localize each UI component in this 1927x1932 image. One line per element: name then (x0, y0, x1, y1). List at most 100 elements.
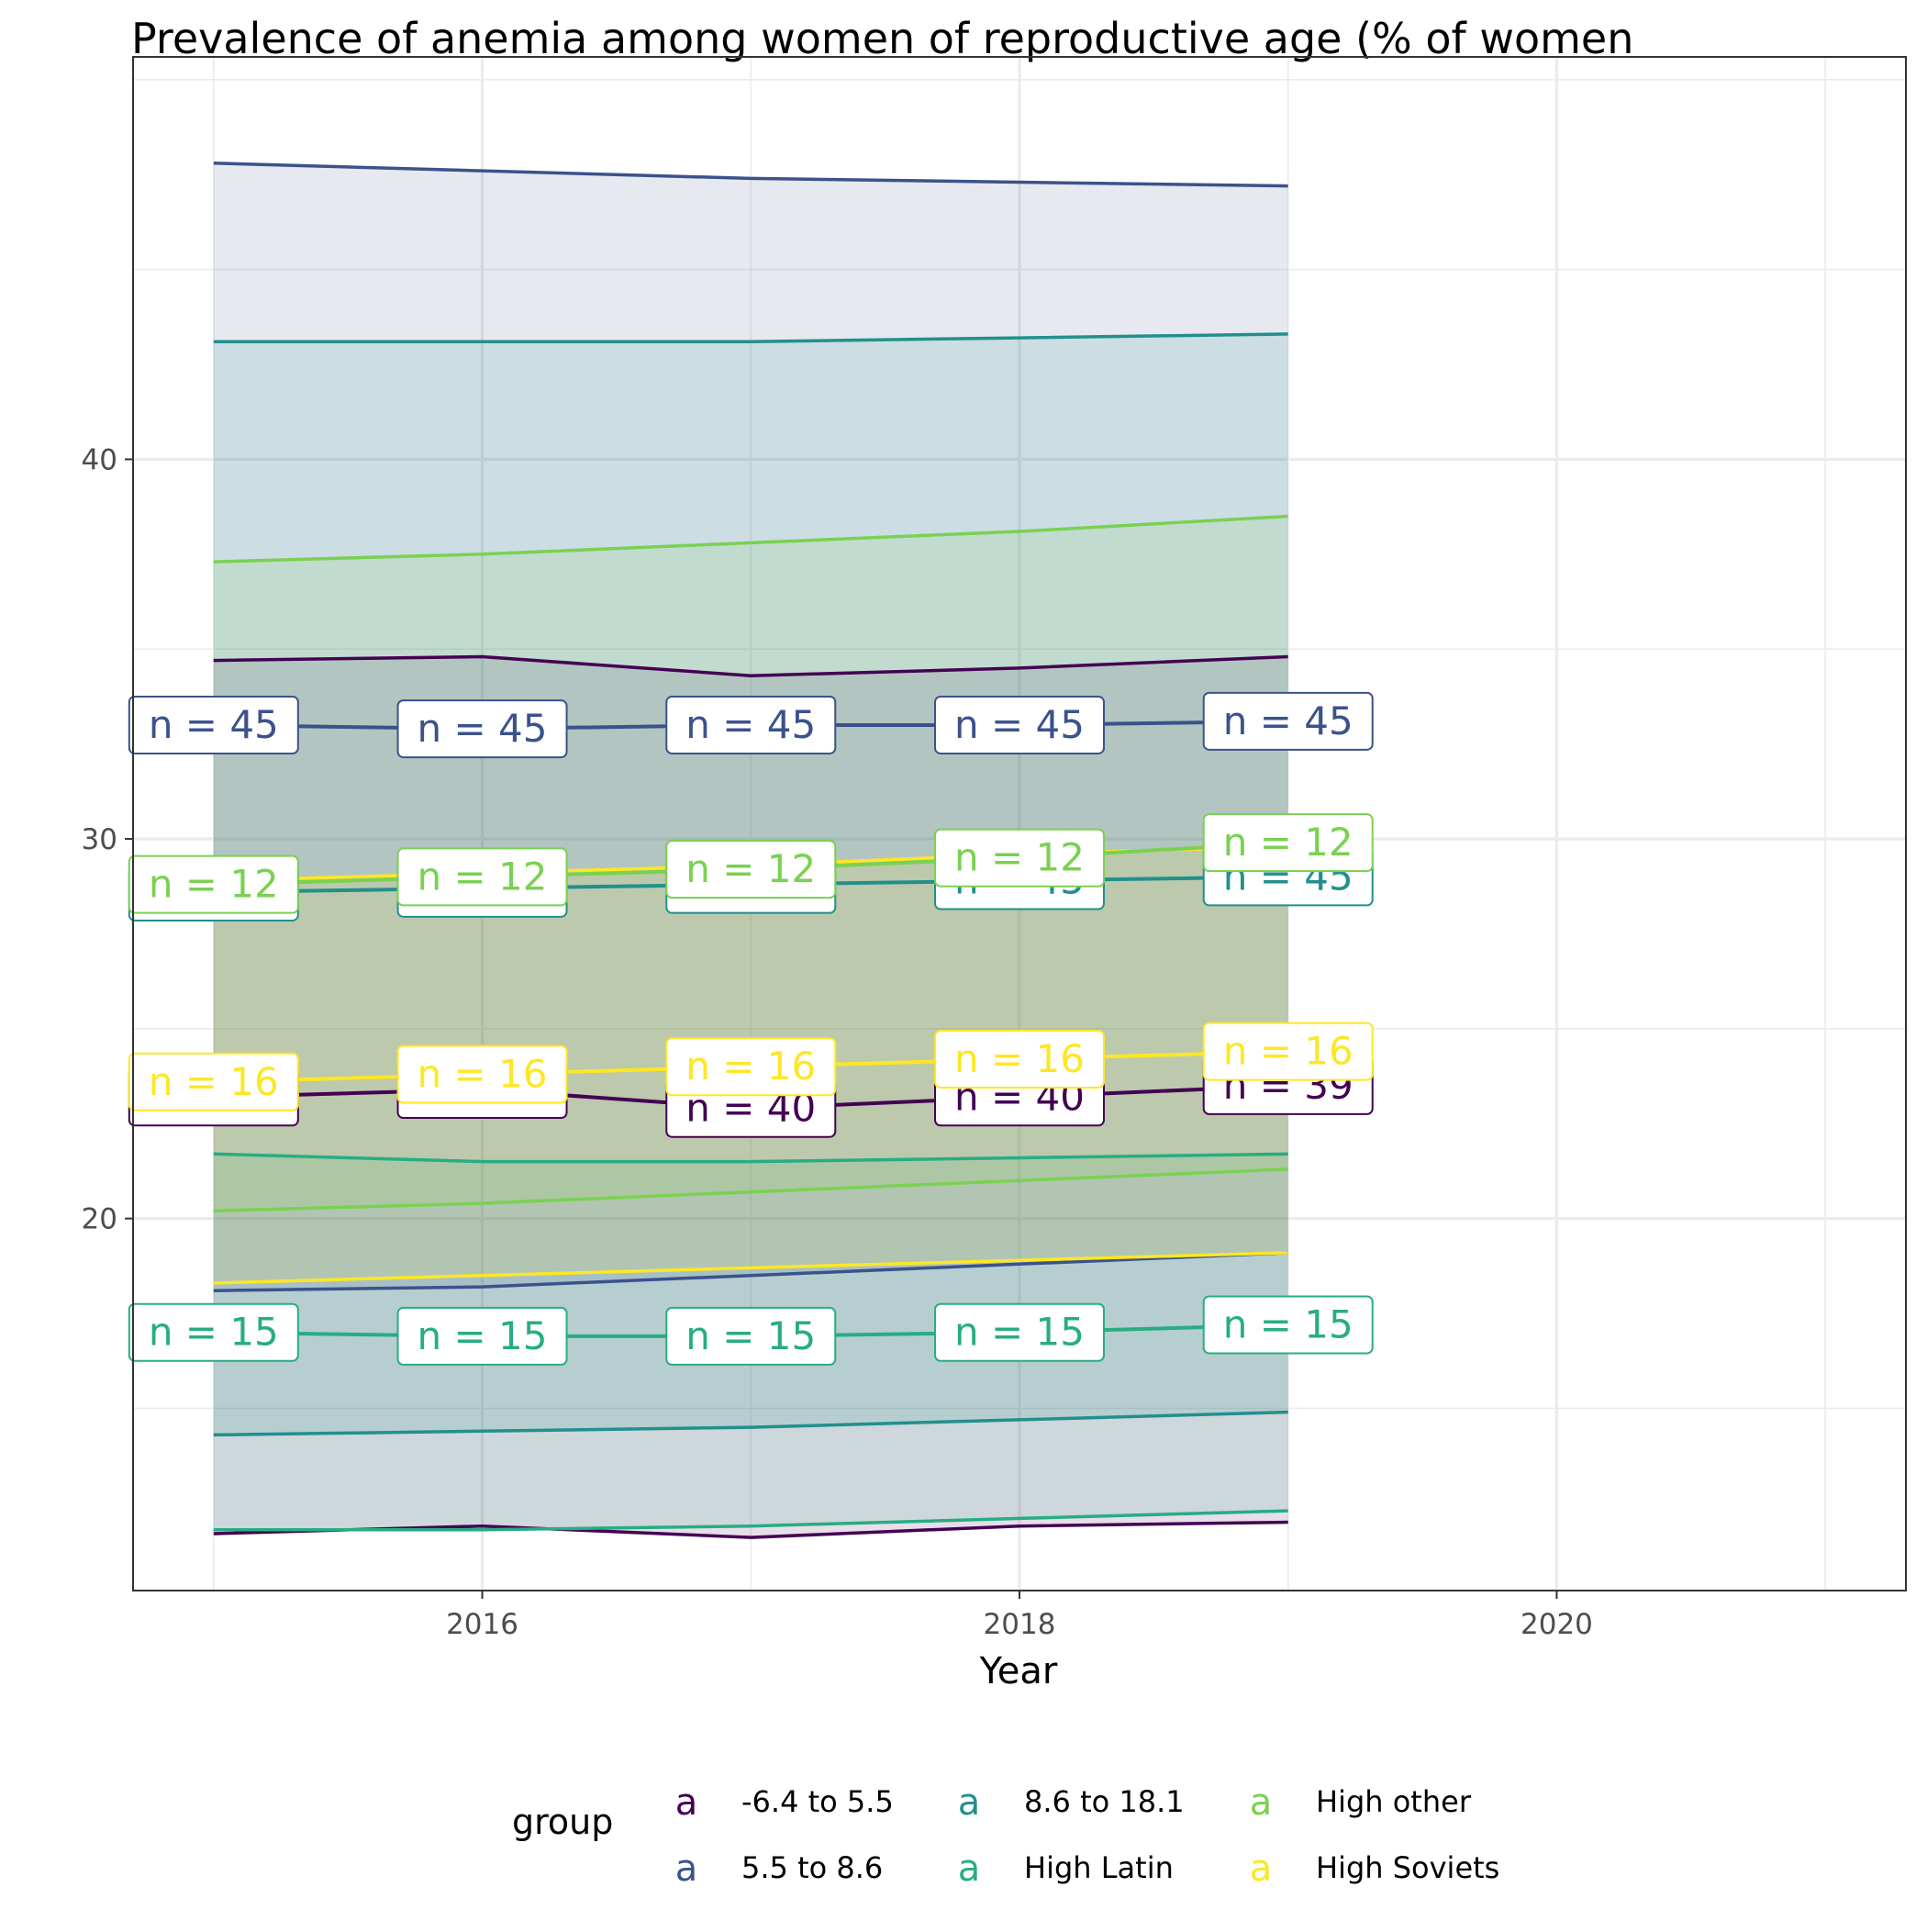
data-label-box (396, 1306, 568, 1366)
plot-panel: n = 40n = 40n = 40n = 40n = 39n = 45n = … (82, 56, 1907, 1641)
lower-bound-line (213, 1410, 1288, 1437)
lower-bound-line (213, 1509, 1288, 1532)
data-label: n = 15 (1202, 1295, 1374, 1355)
legend-title: group (512, 1802, 613, 1842)
data-label-text: n = 16 (1223, 1029, 1353, 1074)
data-label: n = 12 (128, 854, 299, 914)
data-label-text: n = 16 (954, 1036, 1085, 1081)
legend-item: a -6.4 to 5.5 (675, 1781, 894, 1824)
lower-bound-line (213, 1167, 1288, 1213)
data-label: n = 45 (934, 695, 1105, 754)
legend-item: a High Soviets (1250, 1848, 1500, 1890)
data-label-text: n = 12 (954, 835, 1085, 880)
data-label-text: n = 45 (149, 702, 279, 747)
data-label-box (934, 1302, 1105, 1362)
legend-key: a (958, 1781, 981, 1824)
upper-bound-line (213, 514, 1288, 564)
legend-key: a (675, 1781, 698, 1824)
data-label-box (128, 1302, 299, 1362)
legend-item: a High Latin (958, 1848, 1174, 1890)
legend-label: 5.5 to 8.6 (741, 1850, 883, 1885)
legend-key: a (675, 1848, 698, 1890)
data-label: n = 45 (665, 695, 837, 754)
legend-label: -6.4 to 5.5 (741, 1784, 894, 1819)
data-label: n = 16 (934, 1029, 1105, 1089)
data-label-text: n = 45 (685, 702, 816, 747)
x-tick-label: 2016 (446, 1608, 518, 1641)
data-label: n = 45 (1202, 691, 1374, 751)
data-label-box (1202, 1022, 1374, 1081)
data-label-box (1202, 1295, 1374, 1355)
lower-bound-line (213, 1251, 1288, 1285)
data-label: n = 12 (665, 840, 837, 899)
data-label-box (934, 828, 1105, 888)
data-label: n = 16 (1202, 1022, 1374, 1081)
data-label-text: n = 16 (418, 1051, 548, 1096)
legend-key: a (1250, 1848, 1273, 1890)
legend-key: a (958, 1848, 981, 1890)
x-axis-title: Year (979, 1650, 1058, 1692)
data-label: n = 12 (396, 847, 568, 907)
data-label-box (128, 695, 299, 754)
data-label-text: n = 15 (954, 1310, 1085, 1355)
data-label-box (934, 1029, 1105, 1089)
data-label-text: n = 45 (1223, 698, 1353, 743)
data-label-box (396, 1044, 568, 1104)
y-tick-label: 20 (82, 1203, 117, 1236)
legend: group a -6.4 to 5.5 a 5.5 to 8.6 a 8.6 to 18.… (512, 1781, 1499, 1890)
data-label: n = 16 (396, 1044, 568, 1104)
upper-bound-line (213, 654, 1288, 677)
data-label: n = 12 (934, 828, 1105, 888)
data-label-box (128, 854, 299, 914)
data-label-box (1202, 813, 1374, 873)
data-label-box (665, 1037, 837, 1097)
upper-bound-line (213, 332, 1288, 343)
data-label: n = 45 (128, 695, 299, 754)
data-label: n = 15 (934, 1302, 1105, 1362)
data-label-box (1202, 691, 1374, 751)
data-label-box (665, 695, 837, 754)
legend-label: High other (1316, 1784, 1472, 1819)
data-label-text: n = 12 (418, 854, 548, 899)
data-label-box (665, 840, 837, 899)
legend-label: High Soviets (1316, 1850, 1499, 1885)
data-label: n = 12 (1202, 813, 1374, 873)
data-label-text: n = 12 (685, 846, 816, 891)
data-label: n = 16 (128, 1052, 299, 1111)
legend-item: a 5.5 to 8.6 (675, 1848, 884, 1890)
x-tick-label: 2018 (984, 1608, 1056, 1641)
legend-item: a 8.6 to 18.1 (958, 1781, 1185, 1824)
data-label-text: n = 12 (1223, 820, 1353, 865)
data-label-text: n = 15 (685, 1313, 816, 1358)
data-label: n = 16 (665, 1037, 837, 1097)
data-label-text: n = 16 (149, 1059, 279, 1104)
data-label: n = 15 (396, 1306, 568, 1366)
lower-bound-line (213, 1251, 1288, 1292)
legend-item: a High other (1250, 1781, 1472, 1824)
data-label: n = 15 (128, 1302, 299, 1362)
legend-label: 8.6 to 18.1 (1024, 1784, 1185, 1819)
data-label-box (665, 1306, 837, 1366)
data-label-box (396, 847, 568, 907)
data-label-box (934, 695, 1105, 754)
data-labels: n = 40n = 40n = 40n = 40n = 39n = 45n = … (128, 691, 1374, 1366)
x-tick-label: 2020 (1520, 1608, 1593, 1641)
data-label: n = 15 (665, 1306, 837, 1366)
data-label-text: n = 45 (954, 702, 1085, 747)
x-axis: 2016 2018 2020 (446, 1591, 1593, 1641)
y-axis: 20 30 40 (82, 443, 133, 1236)
data-label-text: n = 15 (149, 1310, 279, 1355)
upper-bound-line (213, 1152, 1288, 1164)
legend-key: a (1250, 1781, 1273, 1824)
chart-title: Prevalence of anemia among women of repr… (131, 14, 1633, 63)
legend-label: High Latin (1024, 1850, 1174, 1885)
y-tick-label: 30 (82, 823, 117, 856)
data-label-text: n = 12 (149, 862, 279, 907)
upper-bound-line (213, 162, 1288, 188)
data-label-text: n = 15 (1223, 1301, 1353, 1346)
data-label-box (396, 699, 568, 759)
data-label-box (128, 1052, 299, 1111)
data-label-text: n = 16 (685, 1044, 816, 1089)
